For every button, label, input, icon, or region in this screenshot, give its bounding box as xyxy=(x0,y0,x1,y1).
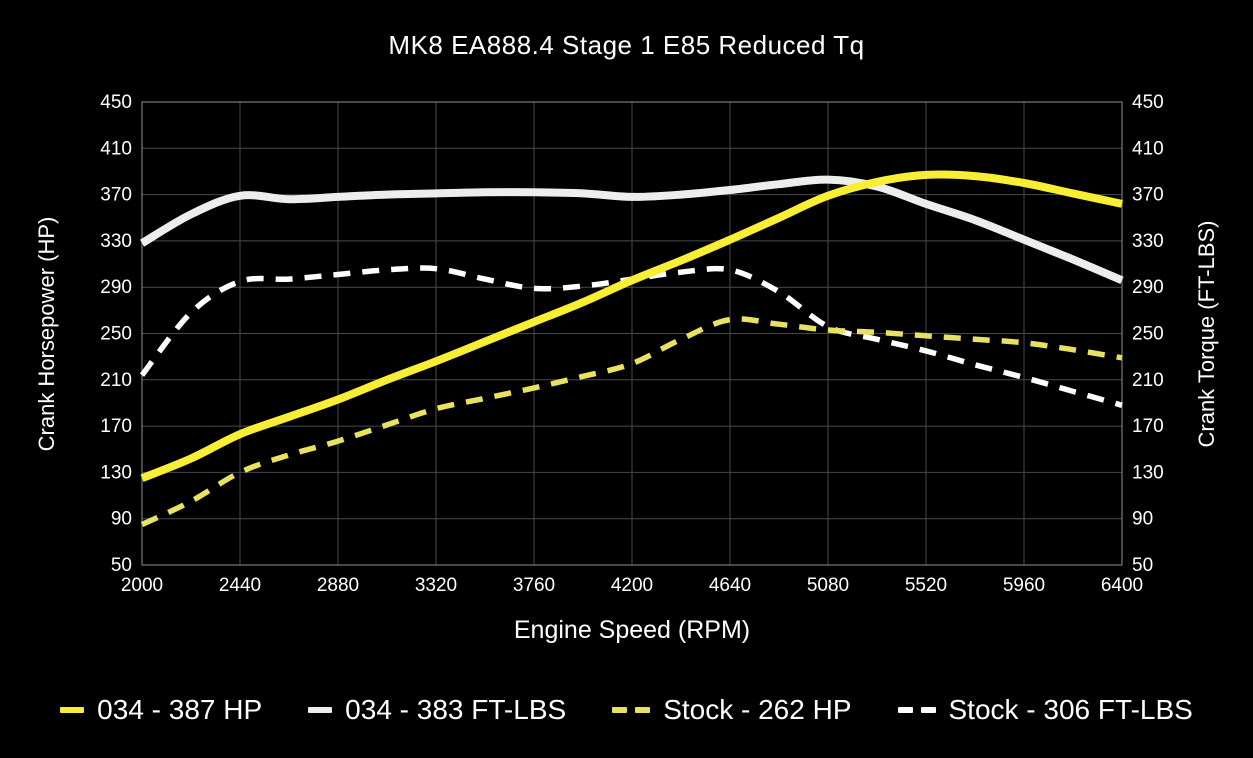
y-tick-label-left: 410 xyxy=(100,138,132,159)
y-tick-label-right: 450 xyxy=(1132,92,1164,113)
y-tick-label-left: 90 xyxy=(111,509,132,530)
legend-item-label: 034 - 383 FT-LBS xyxy=(345,694,567,725)
x-tick-label: 2440 xyxy=(219,575,261,596)
y-tick-label-left: 130 xyxy=(100,462,132,483)
x-tick-label: 5080 xyxy=(807,575,849,596)
legend-item-034-383-ft-lbs: 034 - 383 FT-LBS xyxy=(308,694,566,726)
solid-line-swatch-icon xyxy=(308,707,333,713)
legend-item-stock-262-hp: Stock - 262 HP xyxy=(612,694,852,726)
x-tick-label: 5960 xyxy=(1003,575,1045,596)
y-tick-label-right: 330 xyxy=(1132,231,1164,252)
legend-item-label: Stock - 306 FT-LBS xyxy=(948,694,1193,725)
y-tick-label-left: 50 xyxy=(111,555,132,576)
legend: 034 - 387 HP 034 - 383 FT-LBS Stock - 262 … xyxy=(0,686,1253,734)
chart-title: MK8 EA888.4 Stage 1 E85 Reduced Tq xyxy=(388,30,865,60)
x-tick-label: 2880 xyxy=(317,575,359,596)
legend-item-label: 034 - 387 HP xyxy=(97,694,263,725)
y-tick-label-left: 450 xyxy=(100,92,132,113)
y-tick-label-right: 90 xyxy=(1132,509,1153,530)
legend-dash xyxy=(612,707,628,713)
y-tick-label-left: 370 xyxy=(100,185,132,206)
y-tick-label-left: 330 xyxy=(100,231,132,252)
y-tick-label-left: 210 xyxy=(100,370,132,391)
plot-border xyxy=(141,101,1123,566)
series-line-stock-262-hp xyxy=(140,316,1123,527)
y-tick-label-right: 370 xyxy=(1132,185,1164,206)
dashed-line-swatch-icon xyxy=(897,707,936,713)
solid-line-swatch-icon xyxy=(60,707,85,713)
x-axis-label: Engine Speed (RPM) xyxy=(513,616,751,644)
legend-dash xyxy=(897,707,913,713)
y-tick-label-right: 170 xyxy=(1132,416,1164,437)
y-tick-label-right: 410 xyxy=(1132,138,1164,159)
x-tick-label: 6400 xyxy=(1101,575,1143,596)
y-tick-label-right: 130 xyxy=(1132,462,1164,483)
x-tick-label: 4640 xyxy=(709,575,751,596)
x-tick-label: 2000 xyxy=(121,575,163,596)
legend-dash xyxy=(60,707,85,713)
dashed-line-swatch-icon xyxy=(612,707,651,713)
y-tick-label-right: 250 xyxy=(1132,324,1164,345)
legend-item-label: Stock - 262 HP xyxy=(663,694,852,725)
series-line-034-383-ft-lbs xyxy=(139,175,1124,284)
y-tick-label-right: 210 xyxy=(1132,370,1164,391)
y-tick-label-right: 290 xyxy=(1132,277,1164,298)
series-line-034-387-hp xyxy=(140,170,1123,482)
x-tick-label: 3320 xyxy=(415,575,457,596)
y-tick-label-left: 290 xyxy=(100,277,132,298)
y-tick-label-right: 50 xyxy=(1132,555,1153,576)
y-tick-label-left: 170 xyxy=(100,416,132,437)
x-tick-label: 5520 xyxy=(905,575,947,596)
legend-item-034-387-hp: 034 - 387 HP xyxy=(60,694,262,726)
legend-dash xyxy=(920,707,936,713)
x-tick-label: 4200 xyxy=(611,575,653,596)
legend-dash xyxy=(635,707,651,713)
x-tick-label: 3760 xyxy=(513,575,555,596)
y-tick-label-left: 250 xyxy=(100,324,132,345)
legend-item-stock-306-ft-lbs: Stock - 306 FT-LBS xyxy=(897,694,1193,726)
legend-dash xyxy=(308,707,333,713)
